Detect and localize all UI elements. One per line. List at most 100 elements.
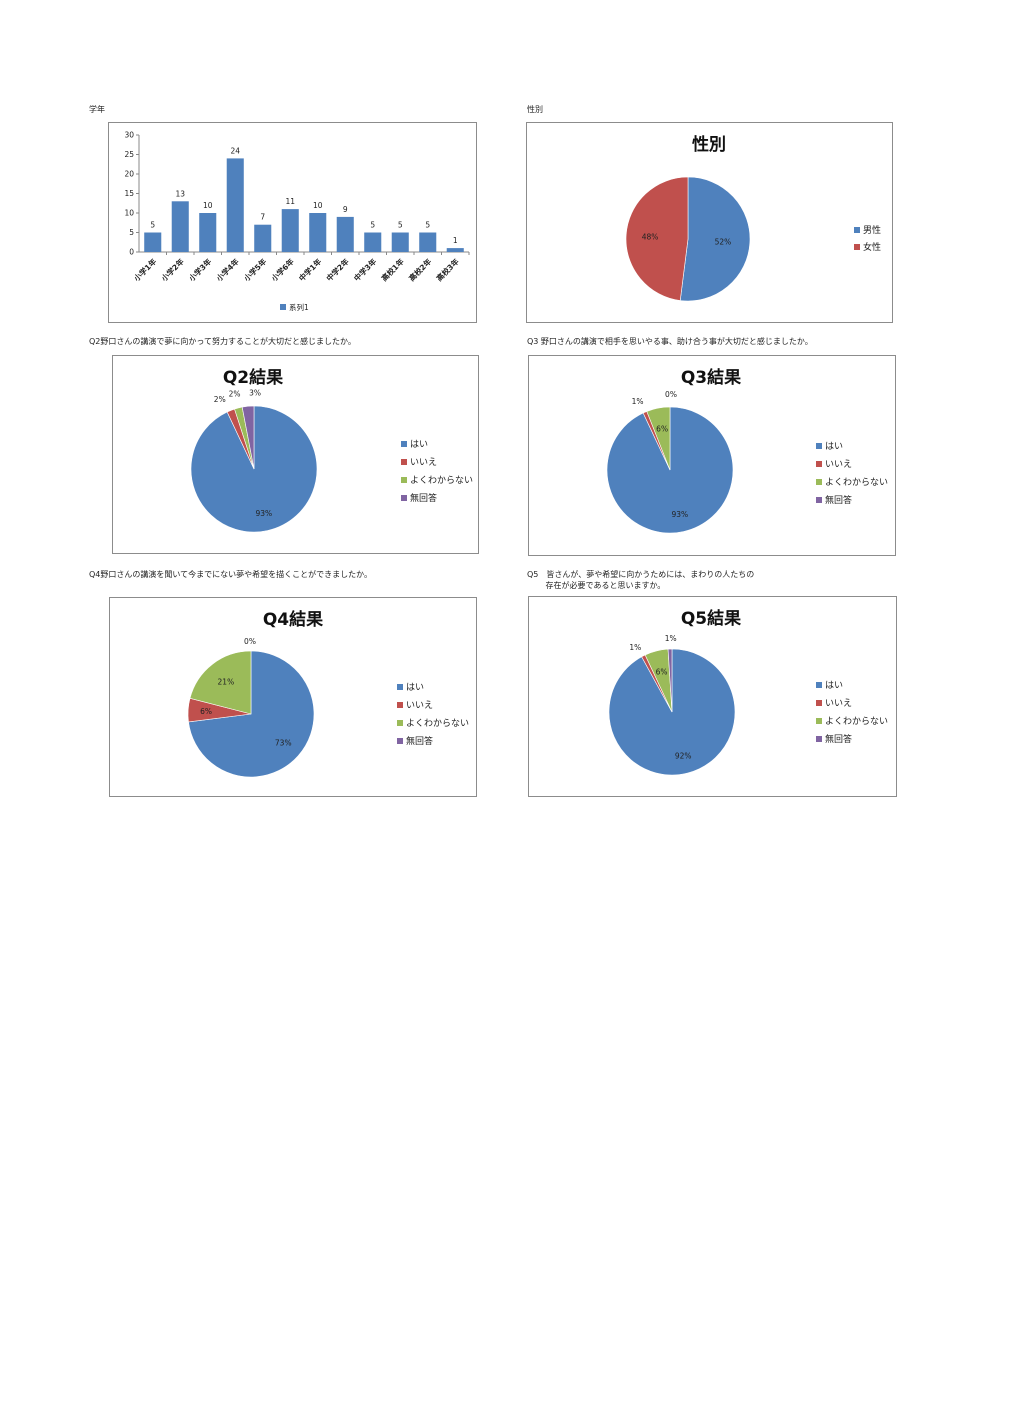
legend-swatch <box>816 461 822 467</box>
chart-title: Q2結果 <box>223 367 283 388</box>
chart-title: 性別 <box>692 134 726 155</box>
legend-swatch <box>816 700 822 706</box>
legend-swatch <box>401 495 407 501</box>
grade-bar-chart: 0 5 10 15 20 25 30 5 小学1年 13 小学2年 10 小学3年 24 小学4年 7 小学5年… <box>108 122 477 323</box>
caption-q5-line2: 存在が必要であると思いますか。 <box>527 581 666 590</box>
x-tick-label: 高校2年 <box>406 256 433 283</box>
legend-label: いいえ <box>825 698 852 709</box>
legend-label: 無回答 <box>406 735 433 747</box>
legend-swatch <box>816 718 822 724</box>
grade-bar-chart-canvas: 0510152025305小学1年13小学2年10小学3年24小学4年7小学5年… <box>124 131 470 312</box>
x-tick-label: 中学3年 <box>351 256 378 283</box>
pie-slice <box>667 648 673 713</box>
slice-value-label: 73% <box>275 738 292 747</box>
legend-swatch <box>397 720 403 726</box>
slice-value-label: 48% <box>642 233 659 242</box>
bar <box>309 213 327 252</box>
bar <box>419 232 437 252</box>
bar <box>364 232 382 252</box>
legend-label: はい <box>406 682 424 693</box>
bar-data-label: 5 <box>370 221 375 230</box>
legend-label: はい <box>825 441 843 452</box>
legend-swatch <box>816 443 822 449</box>
bar-data-label: 5 <box>150 221 155 230</box>
pie-slice <box>241 405 255 470</box>
y-tick-label: 20 <box>124 170 134 179</box>
bar <box>254 224 272 252</box>
legend-swatch <box>280 304 286 310</box>
legend-label: 無回答 <box>825 494 852 506</box>
q2-pie-chart: Q2結果 93% 2% 2% 3% はい いいえ よくわからない 無回答 <box>112 355 479 554</box>
slice-value-label: 92% <box>675 752 692 761</box>
legend-label: 系列1 <box>289 302 309 312</box>
legend-label: はい <box>410 439 428 450</box>
legend-swatch <box>401 459 407 465</box>
bar <box>391 232 409 252</box>
y-tick-label: 25 <box>124 150 134 159</box>
bar <box>336 216 354 252</box>
gender-pie-chart: 性別 52% 48% 男性 女性 <box>526 122 893 323</box>
legend-label: 無回答 <box>825 733 852 745</box>
slice-value-label: 6% <box>200 707 212 716</box>
slice-value-label: 93% <box>671 510 688 519</box>
pie-slice <box>646 406 671 471</box>
bar-data-label: 1 <box>453 236 458 245</box>
y-tick-label: 10 <box>124 209 134 218</box>
slice-value-label: 3% <box>249 388 261 397</box>
pie-slice <box>625 176 689 301</box>
x-tick-label: 小学6年 <box>269 256 296 283</box>
x-tick-label: 中学1年 <box>296 256 323 283</box>
caption-grade: 学年 <box>89 105 105 114</box>
pie-slice <box>679 176 751 302</box>
bar-data-label: 10 <box>203 201 213 210</box>
bar-data-label: 13 <box>175 189 185 198</box>
chart-title: Q5結果 <box>681 608 741 629</box>
legend-swatch <box>397 738 403 744</box>
legend-swatch <box>816 479 822 485</box>
bar-data-label: 11 <box>285 197 295 206</box>
bar-data-label: 5 <box>425 221 430 230</box>
legend-swatch <box>397 684 403 690</box>
y-tick-label: 0 <box>129 248 134 257</box>
slice-value-label: 0% <box>665 390 677 399</box>
slice-value-label: 1% <box>629 643 641 652</box>
legend-label: いいえ <box>825 459 852 470</box>
legend-label: よくわからない <box>825 477 888 488</box>
legend-swatch <box>401 441 407 447</box>
x-tick-label: 中学2年 <box>324 256 351 283</box>
bar-data-label: 7 <box>260 213 265 222</box>
bar <box>144 232 162 252</box>
legend-swatch <box>816 497 822 503</box>
bar <box>199 213 217 252</box>
bar-data-label: 5 <box>398 221 403 230</box>
bar <box>171 201 189 252</box>
x-tick-label: 小学4年 <box>214 256 241 283</box>
slice-value-label: 21% <box>218 678 235 687</box>
chart-title: Q3結果 <box>681 367 741 388</box>
bar <box>446 248 464 252</box>
x-tick-label: 高校3年 <box>434 256 461 283</box>
legend-label: 無回答 <box>410 492 437 504</box>
q4-pie-chart: Q4結果 73% 6% 21% 0% はい いいえ よくわからない 無回答 <box>109 597 477 797</box>
legend-swatch <box>816 682 822 688</box>
caption-q4: Q4野口さんの講演を聞いて今までにない夢や希望を描くことができましたか。 <box>89 570 372 579</box>
y-tick-label: 15 <box>124 189 134 198</box>
x-tick-label: 小学1年 <box>131 256 158 283</box>
legend-label: いいえ <box>406 700 433 711</box>
bar-data-label: 24 <box>230 146 240 155</box>
legend-label: よくわからない <box>825 716 888 727</box>
legend-label: よくわからない <box>406 718 469 729</box>
legend-label: いいえ <box>410 457 437 468</box>
x-tick-label: 小学5年 <box>241 256 268 283</box>
legend-label: はい <box>825 680 843 691</box>
x-tick-label: 小学2年 <box>159 256 186 283</box>
caption-q3: Q3 野口さんの講演で相手を思いやる事、助け合う事が大切だと感じましたか。 <box>527 337 813 346</box>
legend-label: よくわからない <box>410 475 473 486</box>
bar <box>226 158 244 252</box>
legend-swatch <box>401 477 407 483</box>
slice-value-label: 1% <box>665 634 677 643</box>
bar-data-label: 10 <box>313 201 323 210</box>
pie-slice <box>189 650 252 715</box>
